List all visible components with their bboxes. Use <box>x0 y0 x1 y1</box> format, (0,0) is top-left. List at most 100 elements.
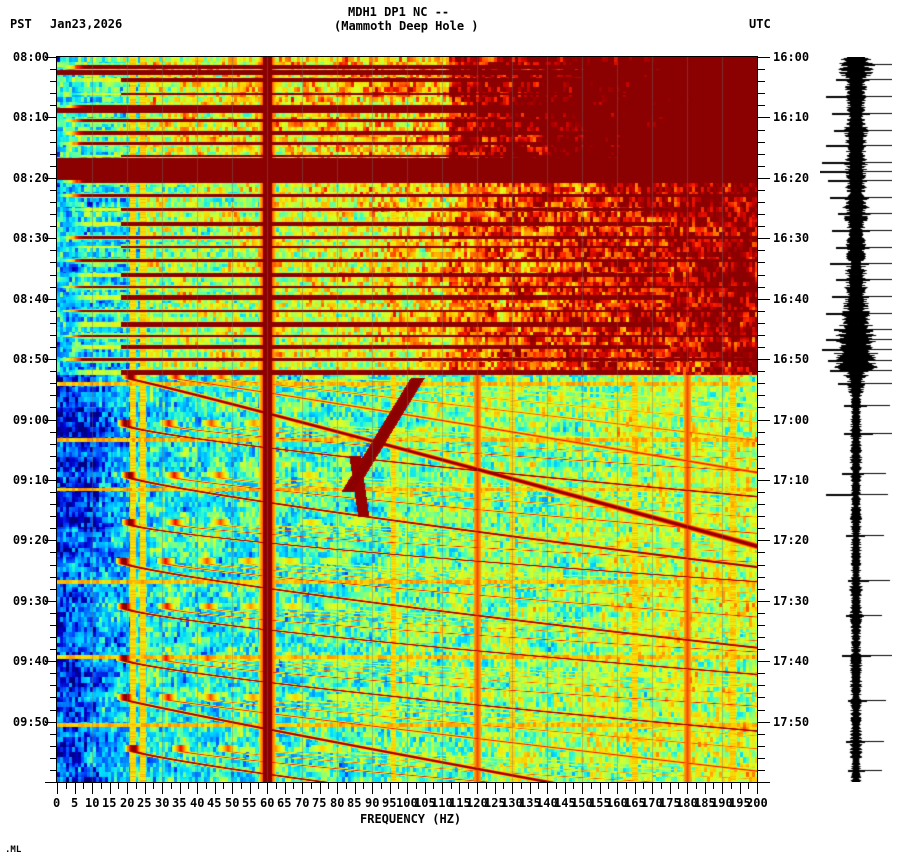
y-tick-left <box>50 323 57 324</box>
y-tick-left <box>50 685 57 686</box>
y-tick-right <box>758 444 765 445</box>
x-tick <box>101 783 102 789</box>
x-tick <box>626 783 627 789</box>
x-tick <box>451 783 452 789</box>
x-axis-label-30: 150 <box>571 796 593 810</box>
x-axis-label-14: 70 <box>295 796 310 810</box>
y-tick-left <box>50 371 57 372</box>
x-tick <box>162 783 163 794</box>
x-tick <box>600 783 601 794</box>
x-tick <box>215 783 216 794</box>
y-tick-right <box>758 238 770 239</box>
y-tick-right <box>758 770 765 771</box>
x-axis-label-7: 35 <box>172 796 187 810</box>
x-tick <box>722 783 723 794</box>
y-axis-right-label-4: 16:40 <box>773 292 810 306</box>
y-tick-left <box>50 528 57 529</box>
y-tick-left <box>50 758 57 759</box>
x-axis-label-19: 95 <box>382 796 397 810</box>
y-tick-left <box>50 190 57 191</box>
y-tick-left <box>45 782 57 783</box>
x-axis-label-6: 30 <box>155 796 170 810</box>
x-tick <box>512 783 513 794</box>
x-tick <box>276 783 277 789</box>
x-axis-label-36: 180 <box>676 796 698 810</box>
x-axis-label-17: 85 <box>347 796 362 810</box>
y-tick-right <box>758 637 765 638</box>
x-tick <box>503 783 504 789</box>
x-tick <box>127 783 128 794</box>
x-axis-label-33: 165 <box>624 796 646 810</box>
spectrogram-plot-area <box>57 57 757 782</box>
x-tick <box>92 783 93 794</box>
y-tick-left <box>50 275 57 276</box>
y-tick-left <box>50 347 57 348</box>
x-axis-label-34: 170 <box>641 796 663 810</box>
x-axis-label-38: 190 <box>711 796 733 810</box>
y-tick-right <box>758 130 765 131</box>
y-tick-right <box>758 456 765 457</box>
y-axis-left-label-5: 08:50 <box>12 352 49 366</box>
y-tick-left <box>45 57 57 58</box>
y-tick-right <box>758 154 765 155</box>
y-tick-right <box>758 202 765 203</box>
y-tick-right <box>758 528 765 529</box>
y-tick-left <box>50 492 57 493</box>
x-axis-label-29: 145 <box>554 796 576 810</box>
x-tick <box>565 783 566 794</box>
y-tick-right <box>758 57 770 58</box>
y-axis-right-label-0: 16:00 <box>773 50 810 64</box>
station-code-title: MDH1 DP1 NC -- <box>348 5 450 19</box>
y-tick-right <box>758 552 765 553</box>
y-axis-right-label-5: 16:50 <box>773 352 810 366</box>
x-tick <box>652 783 653 794</box>
x-tick <box>530 783 531 794</box>
y-tick-left <box>50 383 57 384</box>
y-tick-left <box>45 299 57 300</box>
x-axis-label-12: 60 <box>260 796 275 810</box>
y-tick-right <box>758 577 765 578</box>
y-tick-right <box>758 287 765 288</box>
y-axis-right-label-11: 17:50 <box>773 715 810 729</box>
x-tick <box>398 783 399 789</box>
y-tick-left <box>45 117 57 118</box>
y-tick-left <box>45 238 57 239</box>
x-axis-label-0: 0 <box>53 796 61 810</box>
y-axis-right-label-3: 16:30 <box>773 231 810 245</box>
x-tick <box>713 783 714 789</box>
x-tick <box>740 783 741 794</box>
y-tick-right <box>758 335 765 336</box>
y-tick-right <box>758 420 770 421</box>
y-tick-left <box>50 516 57 517</box>
y-tick-right <box>758 359 770 360</box>
y-axis-left-label-3: 08:30 <box>12 231 49 245</box>
station-name-title: (Mammoth Deep Hole ) <box>334 19 479 33</box>
x-axis-label-22: 110 <box>431 796 453 810</box>
x-tick <box>171 783 172 789</box>
y-axis-right-label-7: 17:10 <box>773 473 810 487</box>
y-tick-right <box>758 275 765 276</box>
x-tick <box>433 783 434 789</box>
x-tick <box>258 783 259 789</box>
y-axis-left-label-11: 09:50 <box>12 715 49 729</box>
y-tick-right <box>758 166 765 167</box>
x-tick <box>355 783 356 794</box>
x-axis-title: FREQUENCY (HZ) <box>360 812 462 826</box>
x-axis-label-24: 120 <box>466 796 488 810</box>
y-axis-left-label-2: 08:20 <box>12 171 49 185</box>
y-tick-right <box>758 480 770 481</box>
x-axis-label-4: 20 <box>120 796 135 810</box>
y-tick-left <box>50 552 57 553</box>
y-tick-right <box>758 117 770 118</box>
y-tick-left <box>45 480 57 481</box>
x-tick <box>110 783 111 794</box>
x-tick <box>206 783 207 789</box>
x-tick <box>145 783 146 794</box>
y-axis-left-label-6: 09:00 <box>12 413 49 427</box>
x-tick <box>495 783 496 794</box>
x-tick <box>608 783 609 789</box>
x-tick <box>188 783 189 789</box>
y-axis-left-label-1: 08:10 <box>12 110 49 124</box>
x-axis-label-32: 160 <box>606 796 628 810</box>
x-axis-label-21: 105 <box>414 796 436 810</box>
